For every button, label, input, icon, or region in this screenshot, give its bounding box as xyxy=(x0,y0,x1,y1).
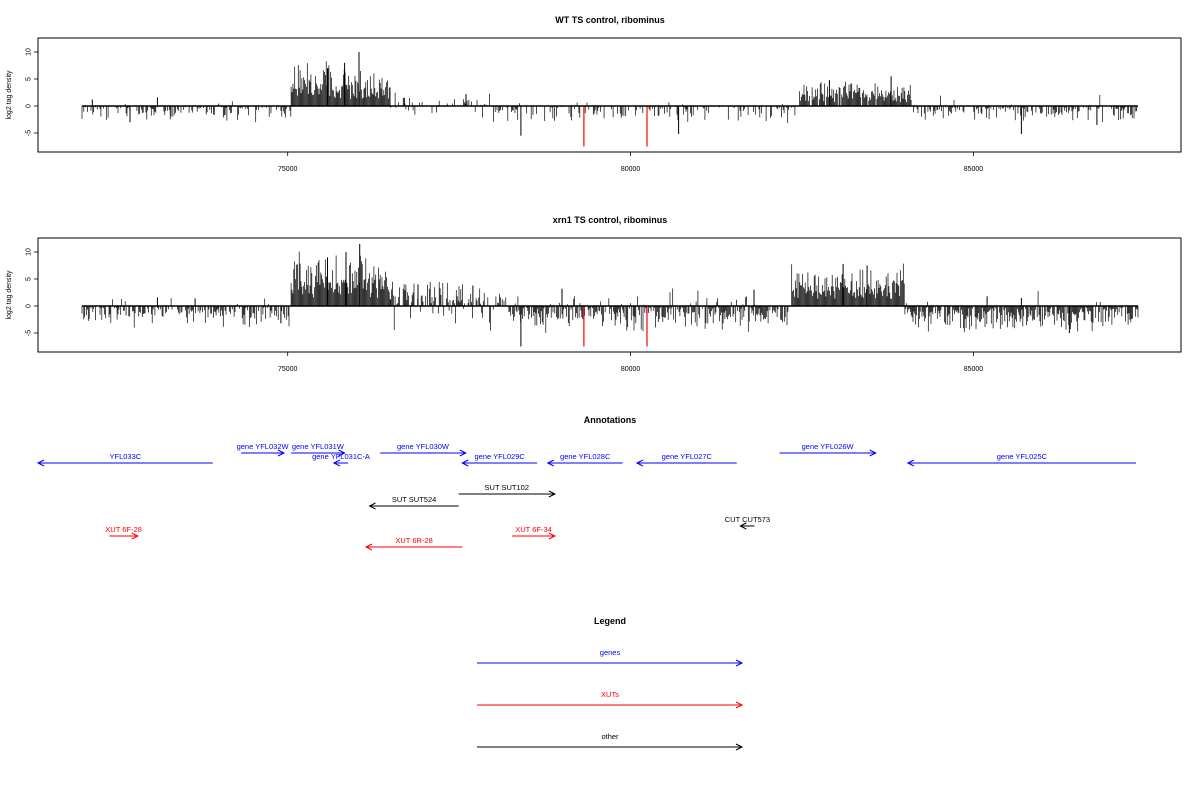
wt-panel-ylabel: log2 tag density xyxy=(6,70,13,120)
feature-label: gene YFL027C xyxy=(662,452,713,461)
wt-panel: WT TS control, ribominus log2 tag densit… xyxy=(6,15,1182,173)
legend-entries: genes XUTs other xyxy=(477,648,744,751)
x-tick-label: 80000 xyxy=(621,166,641,173)
feature-label: SUT SUT524 xyxy=(392,495,436,504)
annotation-feature: CUT CUT573 xyxy=(725,515,770,530)
feature-label: XUT 6F-34 xyxy=(515,525,552,534)
y-tick-label: 10 xyxy=(26,248,33,256)
arrow-head xyxy=(635,459,644,467)
annotation-feature: SUT SUT524 xyxy=(368,495,459,510)
arrow-head xyxy=(869,449,877,457)
legend-entry: genes xyxy=(477,648,744,667)
arrow-head xyxy=(735,659,744,667)
arrow-head xyxy=(332,459,341,467)
arrow-head xyxy=(739,522,747,530)
arrow-head xyxy=(735,701,744,709)
wt-panel-frame xyxy=(37,37,1182,153)
feature-label: gene YFL030W xyxy=(397,442,450,451)
x-tick-label: 80000 xyxy=(621,366,641,373)
y-tick-label: 0 xyxy=(26,304,33,308)
annotation-feature: gene YFL027C xyxy=(635,452,737,467)
x-tick-label: 75000 xyxy=(278,166,298,173)
legend-entry: other xyxy=(477,732,744,751)
annotation-feature: XUT 6F-28 xyxy=(105,525,142,540)
legend-entry: XUTs xyxy=(477,690,744,709)
legend-label: XUTs xyxy=(601,690,619,699)
annotation-feature: XUT 6R-28 xyxy=(364,536,463,551)
y-tick-label: 5 xyxy=(26,277,33,281)
feature-label: gene YFL031C-A xyxy=(312,452,370,461)
feature-label: gene YFL026W xyxy=(802,442,855,451)
feature-label: gene YFL028C xyxy=(560,452,611,461)
y-tick-label: -5 xyxy=(26,330,33,336)
feature-label: XUT 6F-28 xyxy=(105,525,142,534)
y-tick-label: 10 xyxy=(26,48,33,56)
annotation-feature: XUT 6F-34 xyxy=(512,525,557,540)
feature-label: SUT SUT102 xyxy=(485,483,529,492)
legend-label: other xyxy=(601,732,619,741)
xrn1-panel: xrn1 TS control, ribominus log2 tag dens… xyxy=(6,215,1182,373)
x-tick-label: 75000 xyxy=(278,366,298,373)
annotations-title: Annotations xyxy=(584,415,637,425)
wt-panel-axes: -5 0 5 10 75000 80000 85000 xyxy=(26,48,1138,173)
annotation-feature: gene YFL030W xyxy=(380,442,467,457)
feature-label: YFL033C xyxy=(109,452,141,461)
x-tick-label: 85000 xyxy=(964,166,984,173)
arrow-head xyxy=(338,449,346,457)
wt-panel-title: WT TS control, ribominus xyxy=(555,15,665,25)
xrn1-panel-bars xyxy=(81,243,1139,347)
arrow-head xyxy=(461,459,469,467)
y-tick-label: -5 xyxy=(26,130,33,136)
y-tick-label: 0 xyxy=(26,104,33,108)
arrow-head xyxy=(906,459,915,467)
feature-label: gene YFL025C xyxy=(997,452,1048,461)
arrow-head xyxy=(459,449,467,457)
arrow-head xyxy=(364,543,373,551)
annotation-feature: SUT SUT102 xyxy=(458,483,557,498)
annotation-feature: gene YFL028C xyxy=(546,452,623,467)
arrow-head xyxy=(735,743,744,751)
legend-label: genes xyxy=(600,648,621,657)
wt-panel-bars xyxy=(81,52,1138,147)
annotation-feature: gene YFL025C xyxy=(906,452,1136,467)
annotation-feature: gene YFL031C-A xyxy=(312,452,370,467)
arrow-head xyxy=(548,490,557,498)
arrow-head xyxy=(546,459,555,467)
annotation-feature: gene YFL031W xyxy=(291,442,346,457)
feature-label: gene YFL032W xyxy=(237,442,290,451)
feature-label: CUT CUT573 xyxy=(725,515,770,524)
xrn1-panel-frame xyxy=(37,237,1182,353)
feature-label: XUT 6R-28 xyxy=(395,536,432,545)
legend: Legend genes XUTs other xyxy=(477,616,744,751)
xrn1-panel-axes: -5 0 5 10 75000 80000 85000 xyxy=(26,248,1138,373)
annotation-feature: gene YFL026W xyxy=(779,442,877,457)
arrow-head xyxy=(36,459,45,467)
xrn1-panel-title: xrn1 TS control, ribominus xyxy=(553,215,668,225)
annotation-feature: gene YFL032W xyxy=(237,442,290,457)
annotation-feature: gene YFL029C xyxy=(461,452,538,467)
feature-label: gene YFL031W xyxy=(292,442,345,451)
feature-label: gene YFL029C xyxy=(474,452,525,461)
xrn1-panel-ylabel: log2 tag density xyxy=(6,270,13,320)
arrow-head xyxy=(277,449,286,457)
x-tick-label: 85000 xyxy=(964,366,984,373)
legend-title: Legend xyxy=(594,616,626,626)
annotation-feature: YFL033C xyxy=(36,452,213,467)
arrow-head xyxy=(368,502,376,510)
y-tick-label: 5 xyxy=(26,77,33,81)
arrow-head xyxy=(548,532,557,540)
arrow-head xyxy=(131,532,139,540)
